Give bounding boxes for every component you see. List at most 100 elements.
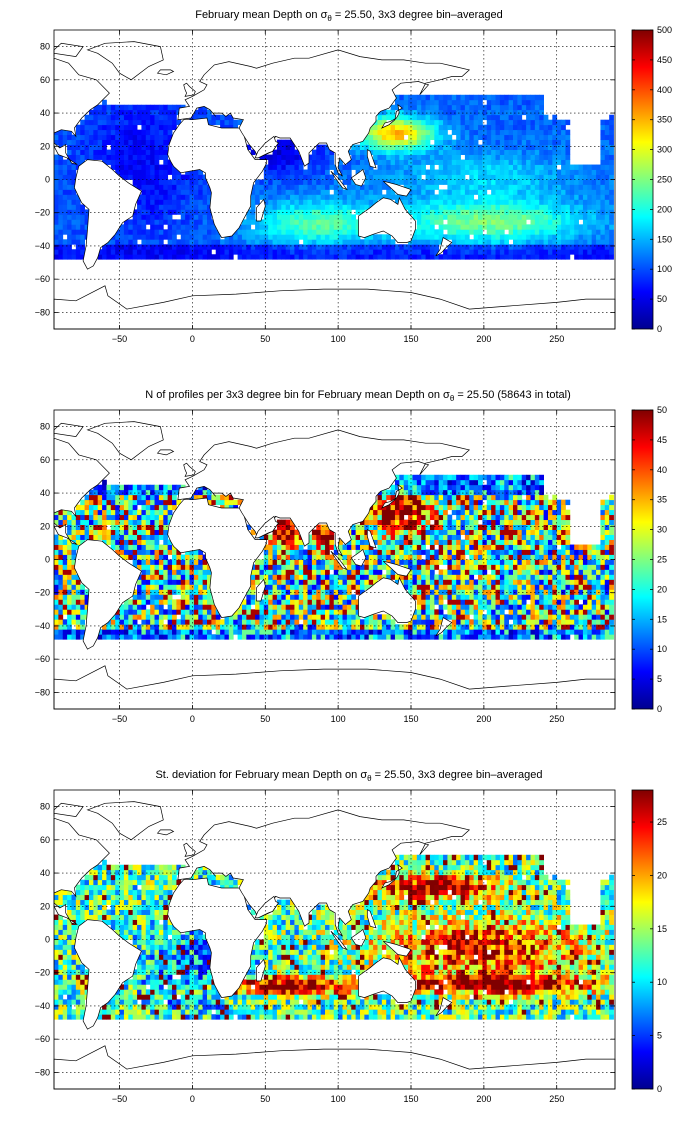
heatmap-cell (290, 524, 295, 530)
heatmap-cell (189, 199, 195, 205)
heatmap-cell (325, 239, 330, 245)
heatmap-cell (495, 104, 501, 111)
heatmap-cell (482, 219, 488, 225)
heatmap-cell (285, 194, 291, 200)
heatmap-cell (582, 244, 588, 250)
heatmap-cell (193, 209, 199, 215)
heatmap-cell (408, 509, 413, 516)
heatmap-cell (307, 159, 313, 165)
heatmap-cell (429, 244, 435, 250)
heatmap-cell (425, 574, 431, 580)
heatmap-cell (150, 509, 155, 516)
heatmap-cell (460, 159, 466, 165)
heatmap-cell (482, 214, 488, 220)
heatmap-cell (154, 134, 160, 141)
heatmap-cell (316, 559, 322, 565)
heatmap-cell (377, 139, 383, 146)
heatmap-cell (504, 174, 510, 180)
heatmap-cell (224, 114, 230, 121)
heatmap-cell (473, 249, 479, 255)
heatmap-cell (75, 219, 81, 225)
heatmap-cell (591, 254, 597, 260)
heatmap-cell (290, 539, 295, 545)
heatmap-cell (403, 629, 409, 635)
heatmap-cell (272, 234, 278, 240)
heatmap-cell (119, 169, 125, 175)
heatmap-cell (360, 139, 365, 146)
heatmap-cell (429, 539, 435, 545)
heatmap-cell (329, 219, 335, 225)
heatmap-cell (75, 134, 81, 141)
heatmap-cell (97, 519, 103, 526)
heatmap-cell (355, 239, 361, 245)
heatmap-cell (346, 614, 352, 620)
heatmap-cell (246, 244, 252, 250)
heatmap-cell (132, 609, 138, 615)
heatmap-cell (412, 624, 418, 630)
heatmap-cell (451, 249, 457, 255)
heatmap-cell (303, 629, 308, 635)
heatmap-cell (556, 224, 562, 230)
heatmap-cell (290, 554, 295, 560)
heatmap-cell (71, 194, 77, 200)
heatmap-cell (482, 224, 488, 230)
heatmap-cell (276, 574, 282, 580)
heatmap-cell (578, 164, 584, 170)
heatmap-cell (534, 209, 540, 215)
heatmap-cell (150, 489, 155, 496)
heatmap-cell (272, 529, 278, 535)
heatmap-cell (88, 529, 94, 535)
heatmap-cell (75, 634, 81, 640)
heatmap-cell (408, 489, 413, 496)
heatmap-cell (163, 549, 169, 555)
heatmap-cell (62, 624, 68, 630)
heatmap-cell (268, 574, 273, 580)
heatmap-cell (491, 199, 496, 205)
heatmap-cell (58, 519, 64, 526)
heatmap-cell (185, 619, 190, 625)
heatmap-cell (351, 619, 357, 625)
heatmap-cell (351, 599, 357, 605)
heatmap-cell (268, 154, 273, 160)
heatmap-cell (137, 524, 142, 530)
heatmap-cell (106, 254, 112, 260)
heatmap-cell (298, 554, 304, 560)
heatmap-cell (255, 229, 260, 235)
heatmap-cell (338, 554, 343, 560)
heatmap-cell (154, 209, 160, 215)
heatmap-cell (517, 109, 523, 116)
heatmap-cell (364, 519, 370, 526)
heatmap-cell (351, 224, 357, 230)
heatmap-cell (97, 134, 103, 141)
heatmap-cell (202, 624, 208, 630)
heatmap-cell (158, 154, 164, 160)
heatmap-cell (504, 209, 510, 215)
heatmap-cell (54, 164, 59, 170)
heatmap-cell (346, 159, 352, 165)
heatmap-cell (425, 614, 431, 620)
heatmap-cell (333, 169, 339, 175)
heatmap-cell (211, 119, 217, 126)
heatmap-cell (119, 609, 125, 615)
heatmap-cell (246, 219, 252, 225)
heatmap-cell (604, 134, 610, 141)
heatmap-cell (202, 174, 208, 180)
heatmap-cell (456, 119, 461, 126)
heatmap-cell (80, 624, 85, 630)
heatmap-cell (521, 229, 527, 235)
heatmap-cell (429, 609, 435, 615)
heatmap-cell (294, 174, 300, 180)
heatmap-cell (54, 569, 59, 575)
heatmap-cell (272, 574, 278, 580)
heatmap-cell (207, 579, 212, 585)
heatmap-cell (193, 574, 199, 580)
heatmap-cell (582, 189, 588, 195)
heatmap-cell (368, 624, 374, 630)
heatmap-cell (276, 139, 282, 146)
heatmap-cell (569, 229, 575, 235)
heatmap-cell (150, 524, 155, 530)
heatmap-cell (62, 239, 68, 245)
heatmap-cell (386, 139, 391, 146)
heatmap-cell (473, 184, 479, 190)
heatmap-cell (281, 144, 287, 150)
